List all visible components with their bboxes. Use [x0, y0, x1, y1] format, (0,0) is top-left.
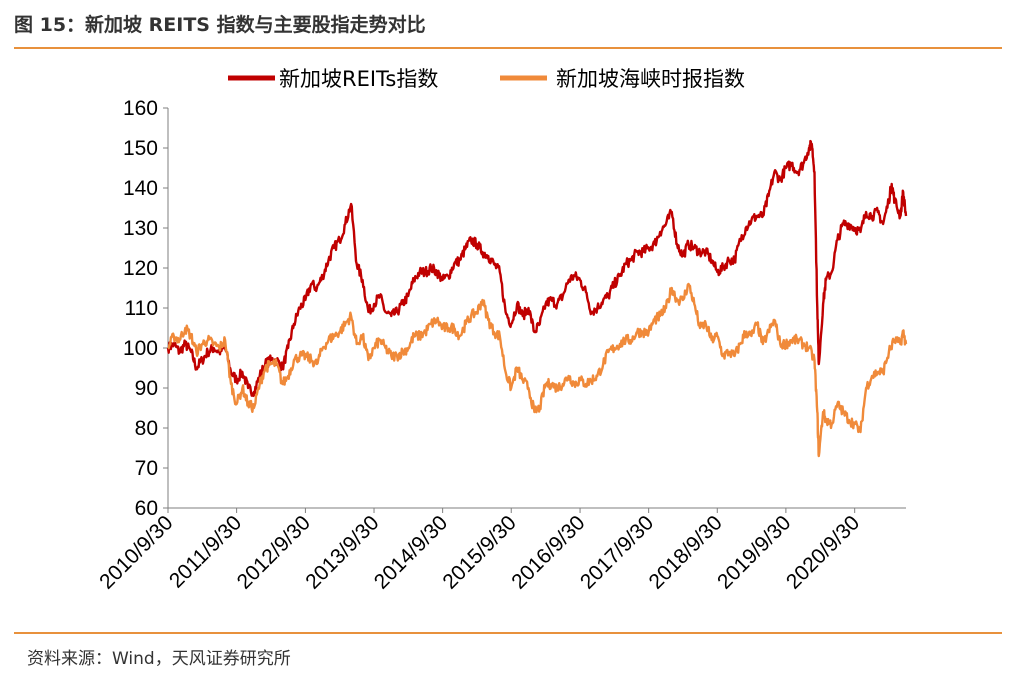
y-tick-label: 120	[123, 257, 158, 280]
x-tick-label: 2011/9/30	[165, 511, 246, 592]
series-layer	[166, 139, 908, 458]
x-tick-label: 2019/9/30	[713, 511, 795, 593]
legend-label-reits: 新加坡REITs指数	[279, 67, 438, 91]
x-tick-label: 2015/9/30	[438, 511, 520, 593]
y-tick-label: 100	[123, 337, 158, 360]
source-rule	[14, 632, 1002, 634]
y-tick-label: 90	[135, 377, 158, 400]
title-rule	[14, 47, 1002, 49]
series-line-sti	[167, 282, 908, 458]
y-tick-label: 140	[123, 177, 158, 200]
figure-title: 图 15：新加坡 REITS 指数与主要股指走势对比	[14, 14, 426, 36]
y-tick-label: 150	[123, 137, 158, 160]
x-tick-label: 2013/9/30	[301, 511, 383, 593]
y-tick-label: 130	[123, 217, 158, 240]
x-tick-label: 2017/9/30	[576, 511, 658, 593]
x-tick-label: 2016/9/30	[507, 511, 589, 593]
figure-source: 资料来源：Wind，天风证券研究所	[27, 649, 291, 669]
x-tick-label: 2010/9/30	[95, 511, 177, 593]
series-line-reits	[166, 139, 908, 398]
x-tick-label: 2014/9/30	[370, 511, 452, 593]
legend-label-sti: 新加坡海峡时报指数	[556, 67, 745, 91]
y-tick-label: 110	[125, 297, 158, 320]
x-tick-label: 2018/9/30	[644, 511, 726, 593]
y-tick-label: 80	[135, 417, 158, 440]
y-tick-label: 60	[135, 497, 158, 520]
y-tick-label: 160	[123, 97, 158, 120]
line-chart: 新加坡REITs指数 新加坡海峡时报指数 60 70 80 90 100 110 120 13…	[95, 67, 908, 594]
chart-legend: 新加坡REITs指数 新加坡海峡时报指数	[228, 67, 745, 91]
x-tick-label: 2020/9/30	[782, 511, 864, 593]
y-tick-label: 70	[135, 457, 158, 480]
x-tick-label: 2012/9/30	[233, 511, 315, 593]
